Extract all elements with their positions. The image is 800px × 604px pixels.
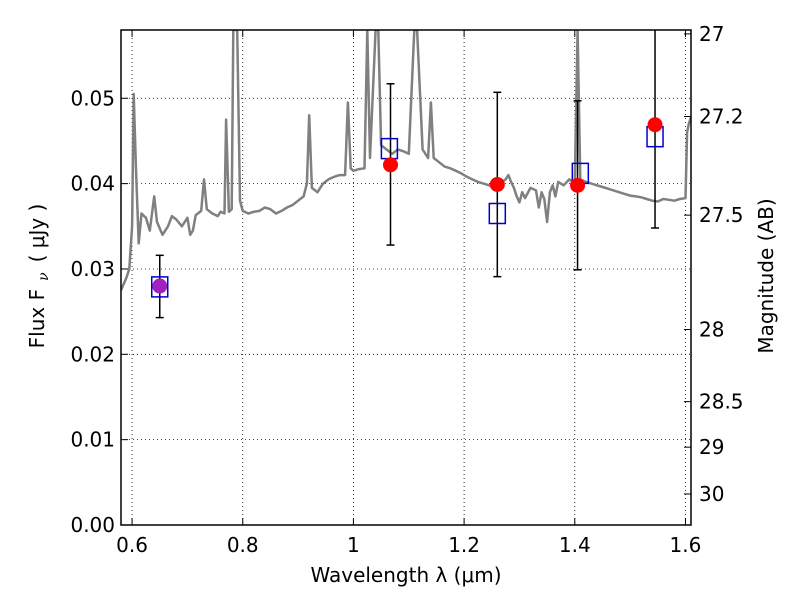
spectrum-line: [121, 30, 691, 291]
right-tick-label: 27.2: [699, 105, 744, 129]
right-tick-label: 27.5: [699, 203, 744, 227]
observed-dot: [647, 117, 663, 133]
right-tick-label: 27: [699, 22, 724, 46]
x-axis-label: Wavelength λ (μm): [310, 563, 501, 587]
y-tick-label: 0.05: [70, 86, 115, 110]
x-tick-label: 0.6: [116, 533, 148, 557]
x-tick-label: 0.8: [227, 533, 259, 557]
right-tick-label: 28: [699, 317, 724, 341]
y-axis-ticks: 0.00 0.01 0.02 0.03 0.04 0.05: [70, 86, 128, 537]
y-tick-label: 0.00: [70, 513, 115, 537]
model-square: [150, 276, 169, 298]
right-axis-label: Magnitude (AB): [754, 198, 778, 353]
y-tick-label: 0.01: [70, 428, 115, 452]
observed-dot: [489, 176, 505, 192]
y-axis-label-text: Flux F: [25, 289, 49, 348]
plot-frame: [120, 29, 692, 526]
observed-dot: [383, 157, 399, 173]
y-tick-label: 0.04: [70, 172, 115, 196]
model-square: [488, 202, 507, 225]
y-axis-label-unit: ( μJy ): [25, 204, 49, 263]
y-axis-label: Flux F ν ( μJy ): [25, 204, 52, 349]
right-axis-ticks: 27 27.2 27.5 28 28.5 29 30: [684, 22, 744, 506]
right-tick-label: 28.5: [699, 390, 744, 414]
right-tick-label: 29: [699, 435, 724, 459]
x-tick-label: 1: [347, 533, 360, 557]
observed-points: [152, 117, 663, 294]
model-spectrum: [121, 30, 691, 291]
x-tick-label: 1.4: [559, 533, 591, 557]
grid-lines: [121, 30, 691, 526]
right-tick-label: 30: [699, 482, 724, 506]
y-tick-label: 0.02: [70, 342, 115, 366]
x-tick-label: 1.2: [448, 533, 480, 557]
y-axis-label-sub: ν: [36, 272, 52, 281]
x-tick-label: 1.6: [670, 533, 702, 557]
observed-dot: [152, 278, 168, 294]
svg-text:Flux Fν( μJy ): Flux F ν ( μJy ): [25, 204, 52, 349]
x-axis-ticks: 0.6 0.8 1 1.2 1.4 1.6: [116, 30, 701, 557]
y-tick-label: 0.03: [70, 257, 115, 281]
observed-dot: [570, 177, 586, 193]
